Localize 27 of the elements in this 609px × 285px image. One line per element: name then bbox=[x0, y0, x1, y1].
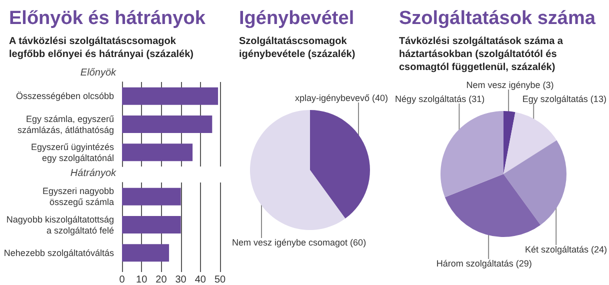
y-tick-label: Nehezebb szolgáltatóváltás bbox=[4, 248, 114, 258]
slice-label: Nem vesz igénybe csomagot (60) bbox=[232, 238, 366, 248]
slice-label: Három szolgáltatás (29) bbox=[436, 258, 532, 268]
x-tick-label: 10 bbox=[136, 274, 148, 285]
x-tick-label: 20 bbox=[156, 274, 168, 285]
chart-subtitle: A távközlési szolgáltatáscsomagok legfőbb előnyei és hátrányai (százalék) bbox=[9, 36, 194, 60]
y-tick-label: Nagyobb kiszolgáltatottság a szolgáltató felé bbox=[6, 214, 114, 236]
chart-subtitle: Szolgáltatáscsomagok igénybevétele (százalék) bbox=[239, 36, 356, 60]
x-tick-label: 30 bbox=[175, 274, 187, 285]
chart-subtitle: Távközlési szolgáltatások száma a háztartásokban (szolgáltatótól és csomagtól függetlenül, százalék) bbox=[399, 36, 566, 73]
chart-title: Igénybevétel bbox=[239, 8, 354, 29]
x-tick-label: 0 bbox=[119, 274, 126, 285]
chart-title: Előnyök és hátrányok bbox=[9, 8, 206, 29]
slice-label: Egy szolgáltatás (13) bbox=[522, 94, 606, 104]
x-tick-label: 50 bbox=[214, 274, 226, 285]
y-tick-label: Egyszerű ügyintézés egy szolgáltatónál bbox=[30, 142, 114, 163]
y-tick-label: Összességében olcsóbb bbox=[16, 91, 114, 102]
text: Hátrányok bbox=[70, 168, 117, 179]
slice-label: Négy szolgáltatás (31) bbox=[395, 94, 485, 104]
chart-title: Szolgáltatások száma bbox=[399, 8, 596, 29]
slice-label: Két szolgáltatás (24) bbox=[524, 244, 608, 254]
text: Előnyök bbox=[80, 68, 117, 78]
y-tick-label: Egyszeri nagyobb összegű számla bbox=[42, 186, 114, 208]
y-tick-label: Egy számla, egyszerű számlázás, átláthatóság bbox=[17, 114, 114, 135]
slice-label: xplay-igénybevevő (40) bbox=[294, 93, 388, 103]
slice-label: Nem vesz igénybe (3) bbox=[466, 80, 554, 90]
x-tick-label: 40 bbox=[194, 274, 206, 285]
